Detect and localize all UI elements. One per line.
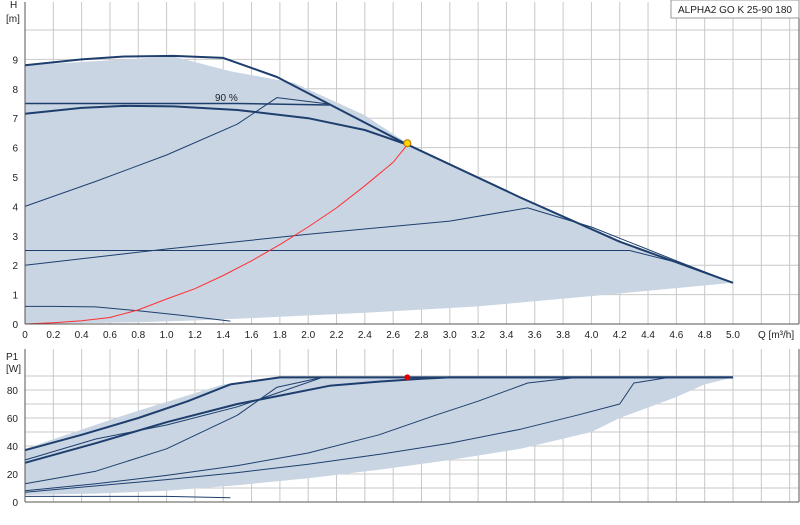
y-axis-unit-head: [m]: [6, 14, 20, 25]
operating-area-power: [25, 377, 733, 495]
y-tick-label-power: 80: [7, 386, 19, 397]
head-curve-6: [25, 250, 677, 263]
x-tick-label: 0.4: [75, 330, 89, 341]
y-tick-label-head: 0: [12, 320, 18, 331]
y-tick-label-head: 3: [12, 232, 18, 243]
x-tick-label: 3.0: [443, 330, 457, 341]
y-axis-unit-power: [W]: [6, 364, 21, 375]
x-tick-label: 4.0: [584, 330, 598, 341]
x-tick-label: 4.8: [698, 330, 712, 341]
y-axis-title-head: H: [10, 0, 17, 11]
y-axis-title-power: P1: [6, 352, 19, 363]
x-tick-label: 0.8: [131, 330, 145, 341]
title-text: ALPHA2 GO K 25-90 180: [678, 5, 792, 16]
x-tick-label: 0.2: [46, 330, 60, 341]
tick-labels: 0 0.2 0.4 0.6 0.8 1.0 1.2 1.4 1.6 1.8 2.0 2.2 2.4 2.6…: [7, 55, 741, 509]
y-tick-label-head: 5: [12, 173, 18, 184]
power-curve-5: [24, 376, 578, 492]
head-curve-7: [25, 305, 231, 322]
x-tick-label: 2.8: [415, 330, 429, 341]
x-tick-label: 5.0: [726, 330, 740, 341]
x-tick-label: 4.2: [613, 330, 627, 341]
duty-point-power: [404, 374, 411, 381]
y-tick-label-head: 1: [12, 291, 18, 302]
x-tick-label: 1.2: [188, 330, 202, 341]
y-tick-label-power: 40: [7, 442, 19, 453]
x-tick-label: 4.6: [669, 330, 683, 341]
efficiency-annotation: 90 %: [215, 93, 238, 104]
y-tick-label-head: 4: [12, 202, 18, 213]
y-tick-label-power: 0: [12, 498, 18, 509]
power-curve-7: [25, 495, 231, 499]
duty-point-head: [403, 139, 412, 148]
y-tick-label-head: 7: [12, 114, 18, 125]
x-tick-label: 1.0: [160, 330, 174, 341]
head-curve-3: [24, 104, 408, 146]
operating-area-top: [25, 56, 733, 324]
axes: [24, 2, 800, 503]
x-tick-label: 2.4: [358, 330, 372, 341]
head-curves: [24, 54, 734, 325]
x-tick-label: 0.6: [103, 330, 117, 341]
y-tick-label-head: 2: [12, 261, 18, 272]
y-tick-label-head: 9: [12, 55, 18, 66]
y-tick-label-power: 60: [7, 414, 19, 425]
y-tick-label-power: 20: [7, 470, 19, 481]
operating-area-bottom: [25, 377, 733, 495]
y-tick-label-head: 8: [12, 85, 18, 96]
x-tick-label: 1.6: [245, 330, 259, 341]
x-tick-label: 1.8: [273, 330, 287, 341]
power-curve-6: [24, 376, 733, 493]
title-box: [670, 0, 800, 19]
x-tick-label: 3.4: [499, 330, 513, 341]
x-tick-label: 2.6: [386, 330, 400, 341]
x-axis-title: Q [m³/h]: [758, 330, 794, 341]
power-curve-3: [24, 376, 323, 461]
x-tick-label: 3.6: [528, 330, 542, 341]
x-tick-label: 0: [22, 330, 28, 341]
head-curve-4: [24, 97, 330, 207]
power-curves: [24, 374, 733, 499]
x-tick-label: 3.2: [471, 330, 485, 341]
power-curve-4: [24, 376, 323, 485]
operating-area-head: [25, 56, 733, 324]
x-tick-label: 3.8: [556, 330, 570, 341]
y-tick-label-head: 6: [12, 144, 18, 155]
head-curve-5: [24, 207, 734, 284]
head-curve-1: [24, 54, 734, 284]
x-tick-label: 1.4: [216, 330, 230, 341]
x-tick-label: 2.2: [330, 330, 344, 341]
system-curve: [24, 144, 408, 325]
x-tick-label: 4.4: [641, 330, 655, 341]
x-tick-label: 2.0: [301, 330, 315, 341]
